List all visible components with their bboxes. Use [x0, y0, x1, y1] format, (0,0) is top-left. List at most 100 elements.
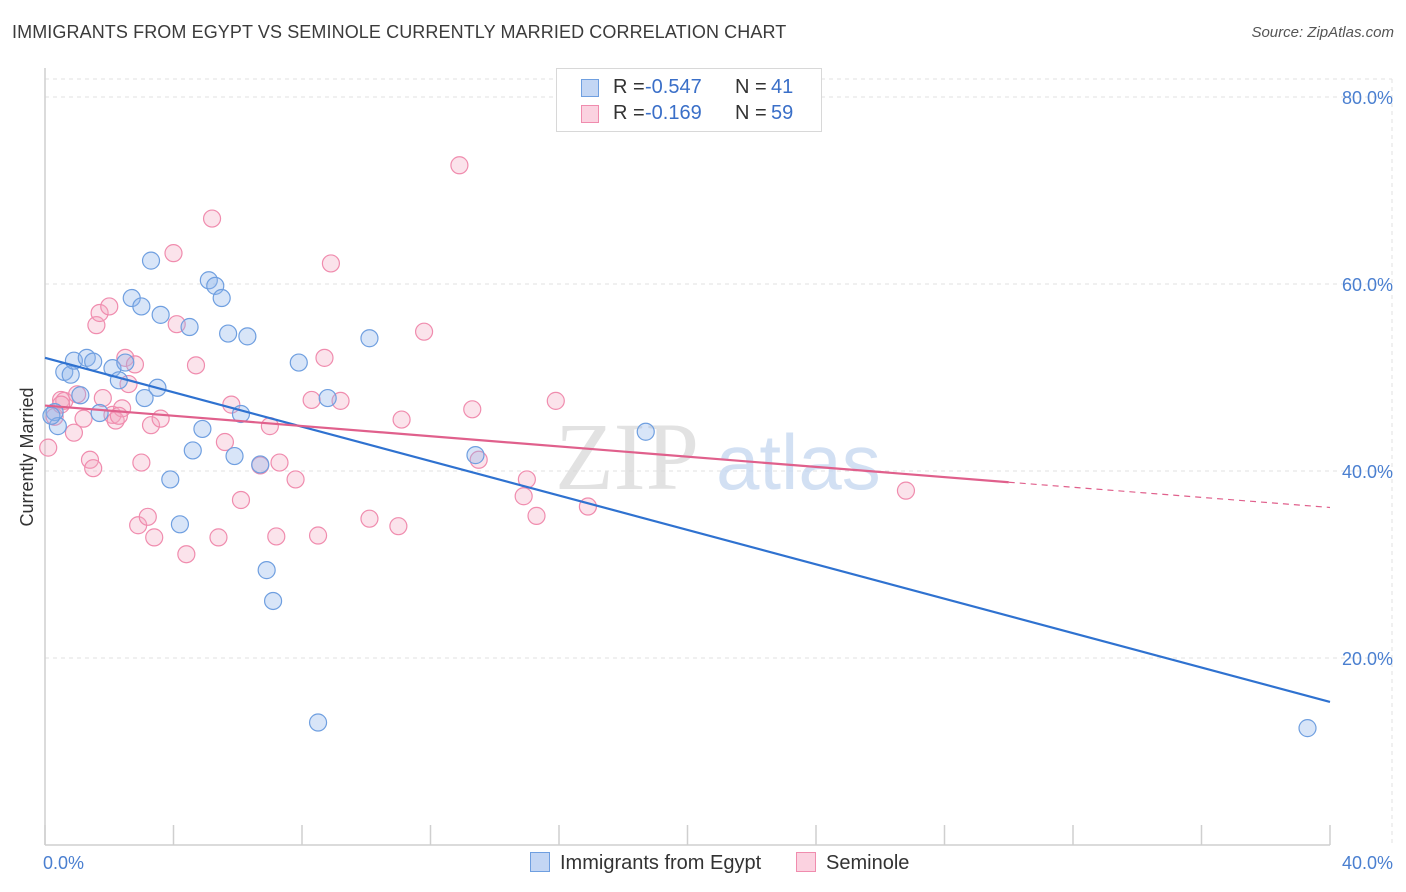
trend-line-seminole — [44, 404, 1009, 484]
point-seminole — [270, 453, 289, 472]
axes — [44, 68, 1331, 846]
source-label: Source: ZipAtlas.com — [1251, 24, 1394, 41]
point-egypt — [116, 353, 135, 372]
legend-r-value: -0.169 — [645, 102, 702, 124]
point-egypt — [183, 441, 202, 460]
x-tick-label: 0.0% — [43, 853, 84, 873]
point-seminole — [64, 423, 84, 442]
point-egypt — [318, 388, 337, 408]
point-egypt — [257, 561, 276, 580]
point-seminole — [90, 303, 109, 323]
point-egypt — [360, 329, 379, 348]
bottom-legend-egypt[interactable]: Immigrants from Egypt — [530, 852, 761, 875]
point-seminole — [308, 526, 328, 545]
point-seminole — [302, 390, 321, 410]
point-seminole — [39, 438, 58, 457]
legend-swatch-seminole — [581, 105, 599, 123]
trend-line-egypt — [44, 356, 1331, 704]
legend-n-value: 41 — [771, 76, 794, 98]
point-seminole — [321, 254, 341, 273]
point-egypt — [289, 353, 308, 372]
point-egypt — [308, 713, 328, 732]
legend-n-value: 59 — [771, 102, 794, 124]
point-egypt — [636, 422, 655, 441]
point-seminole — [360, 509, 379, 528]
trend-lines — [44, 356, 1331, 704]
point-seminole — [93, 388, 112, 408]
point-seminole — [132, 453, 151, 472]
point-seminole — [141, 416, 161, 435]
point-egypt — [466, 446, 485, 465]
point-egypt — [132, 297, 151, 316]
point-seminole — [138, 507, 157, 526]
point-egypt — [1298, 719, 1317, 738]
point-seminole — [209, 528, 228, 547]
y-tick-label: 80.0% — [1342, 88, 1393, 108]
point-seminole — [215, 432, 234, 452]
point-seminole — [145, 528, 164, 547]
point-seminole — [896, 481, 916, 500]
bottom-legend-swatch-seminole — [796, 852, 816, 872]
point-egypt — [225, 446, 244, 466]
point-egypt — [61, 365, 80, 384]
point-egypt — [48, 417, 67, 436]
point-seminole — [315, 348, 334, 367]
point-egypt — [141, 251, 161, 270]
bottom-legend-label-egypt: Immigrants from Egypt — [560, 852, 762, 874]
point-egypt — [151, 305, 170, 324]
point-seminole — [514, 487, 533, 506]
point-seminole — [151, 409, 170, 428]
point-egypt — [212, 288, 231, 308]
point-egypt — [219, 324, 238, 343]
point-egypt — [263, 591, 283, 611]
point-seminole — [74, 409, 93, 428]
legend-n-label: N = — [735, 102, 767, 124]
point-seminole — [231, 490, 251, 510]
point-egypt — [161, 470, 180, 489]
x-tick-label: 40.0% — [1342, 853, 1393, 873]
point-seminole — [100, 297, 119, 316]
point-egypt — [180, 317, 199, 337]
legend-r-label: R = — [613, 102, 645, 124]
legend-r-label: R = — [613, 76, 645, 98]
point-seminole — [202, 209, 222, 228]
point-seminole — [116, 348, 135, 367]
point-seminole — [527, 506, 546, 525]
y-tick-label: 40.0% — [1342, 462, 1393, 482]
point-egypt — [42, 406, 61, 425]
point-seminole — [164, 244, 183, 263]
y-tick-label: 60.0% — [1342, 275, 1393, 295]
point-egypt — [71, 386, 90, 405]
point-seminole — [177, 545, 196, 564]
bottom-legend-seminole[interactable]: Seminole — [796, 852, 909, 875]
point-seminole — [450, 156, 469, 175]
watermark: ZIP atlas — [555, 403, 881, 510]
point-egypt — [84, 352, 103, 371]
point-egypt — [90, 403, 109, 423]
legend-r-value: -0.547 — [645, 76, 702, 98]
point-egypt — [251, 455, 270, 474]
point-seminole — [186, 356, 206, 375]
correlation-legend: R = -0.547 N = 41 R = -0.169 N = 59 — [556, 68, 822, 132]
legend-swatch-egypt — [581, 79, 599, 97]
point-seminole — [267, 527, 286, 546]
data-points — [39, 156, 1317, 738]
point-seminole — [389, 517, 408, 536]
bottom-legend-label-seminole: Seminole — [826, 852, 910, 874]
point-egypt — [135, 388, 154, 408]
bottom-legend-swatch-egypt — [530, 852, 550, 872]
point-egypt — [170, 515, 190, 534]
point-seminole — [84, 459, 103, 478]
point-seminole — [546, 391, 565, 410]
y-tick-label: 20.0% — [1342, 649, 1393, 669]
chart-title: IMMIGRANTS FROM EGYPT VS SEMINOLE CURREN… — [12, 22, 787, 42]
point-egypt — [238, 327, 257, 346]
trend-extension-seminole — [1008, 481, 1331, 509]
point-egypt — [193, 419, 212, 439]
y-axis-label: Currently Married — [17, 387, 37, 526]
point-seminole — [286, 470, 305, 489]
point-seminole — [392, 410, 411, 429]
point-seminole — [463, 400, 482, 419]
tick-labels: 20.0% 40.0% 60.0% 80.0% 0.0% 40.0% — [43, 88, 1393, 873]
